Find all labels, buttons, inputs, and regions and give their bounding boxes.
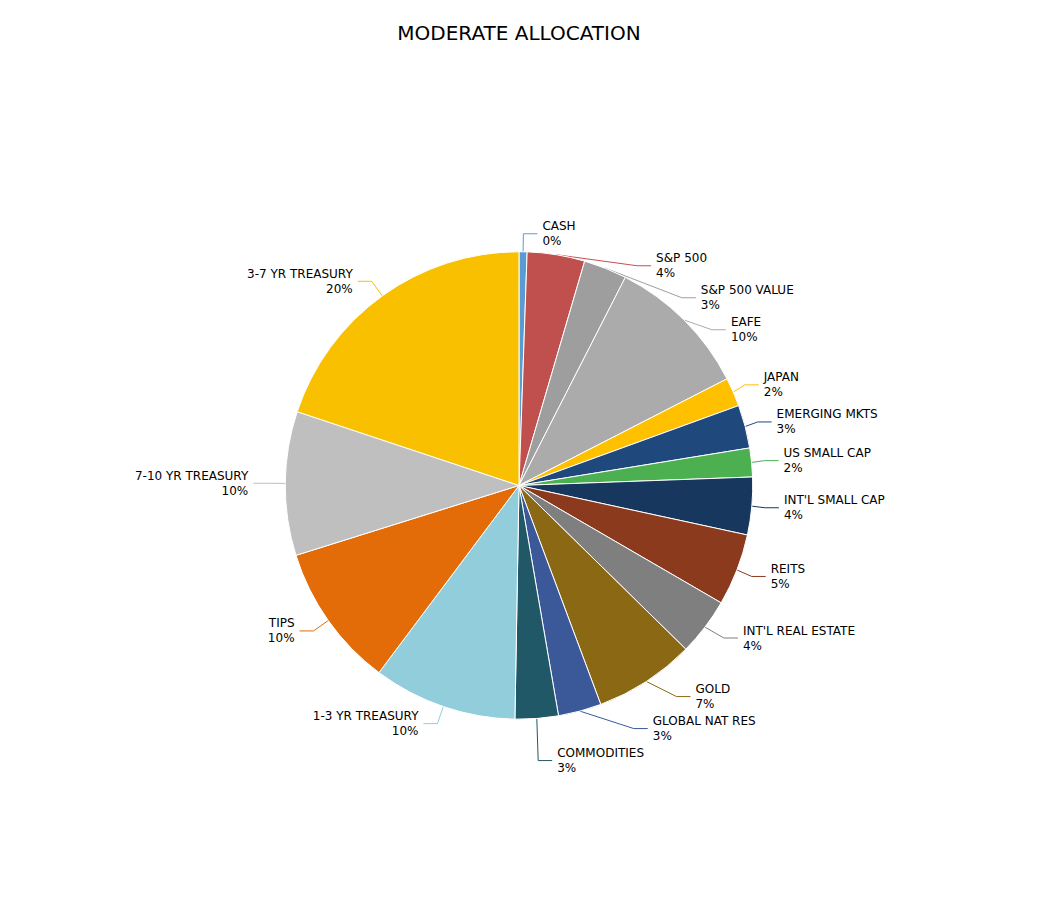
svg-text:TIPS: TIPS: [268, 616, 295, 630]
svg-text:JAPAN: JAPAN: [763, 370, 799, 384]
svg-text:7-10 YR TREASURY: 7-10 YR TREASURY: [135, 469, 249, 483]
svg-text:REITS: REITS: [771, 562, 805, 576]
svg-text:10%: 10%: [392, 724, 419, 738]
svg-text:1-3 YR TREASURY: 1-3 YR TREASURY: [313, 709, 419, 723]
svg-text:COMMODITIES: COMMODITIES: [557, 746, 644, 760]
svg-text:EAFE: EAFE: [731, 315, 761, 329]
svg-text:10%: 10%: [268, 631, 295, 645]
svg-text:3%: 3%: [777, 422, 796, 436]
svg-text:10%: 10%: [731, 330, 758, 344]
svg-text:CASH: CASH: [542, 219, 575, 233]
svg-text:0%: 0%: [542, 234, 561, 248]
svg-text:INT'L SMALL CAP: INT'L SMALL CAP: [784, 493, 885, 507]
svg-text:S&P 500: S&P 500: [656, 251, 707, 265]
svg-text:GOLD: GOLD: [695, 682, 730, 696]
svg-text:10%: 10%: [222, 484, 249, 498]
svg-text:3%: 3%: [653, 729, 672, 743]
svg-text:INT'L REAL ESTATE: INT'L REAL ESTATE: [743, 624, 855, 638]
svg-text:3-7 YR TREASURY: 3-7 YR TREASURY: [247, 267, 353, 281]
svg-text:5%: 5%: [771, 577, 790, 591]
svg-text:3%: 3%: [557, 761, 576, 775]
svg-text:S&P 500 VALUE: S&P 500 VALUE: [701, 283, 794, 297]
svg-text:7%: 7%: [695, 697, 714, 711]
svg-text:4%: 4%: [743, 639, 762, 653]
svg-text:MODERATE ALLOCATION: MODERATE ALLOCATION: [397, 21, 640, 45]
svg-text:US SMALL CAP: US SMALL CAP: [784, 446, 871, 460]
svg-text:2%: 2%: [784, 461, 803, 475]
svg-text:GLOBAL NAT RES: GLOBAL NAT RES: [653, 714, 756, 728]
svg-text:3%: 3%: [701, 298, 720, 312]
svg-text:4%: 4%: [656, 266, 675, 280]
svg-text:EMERGING MKTS: EMERGING MKTS: [777, 407, 878, 421]
svg-text:4%: 4%: [784, 508, 803, 522]
svg-text:20%: 20%: [326, 282, 353, 296]
svg-text:2%: 2%: [764, 385, 783, 399]
